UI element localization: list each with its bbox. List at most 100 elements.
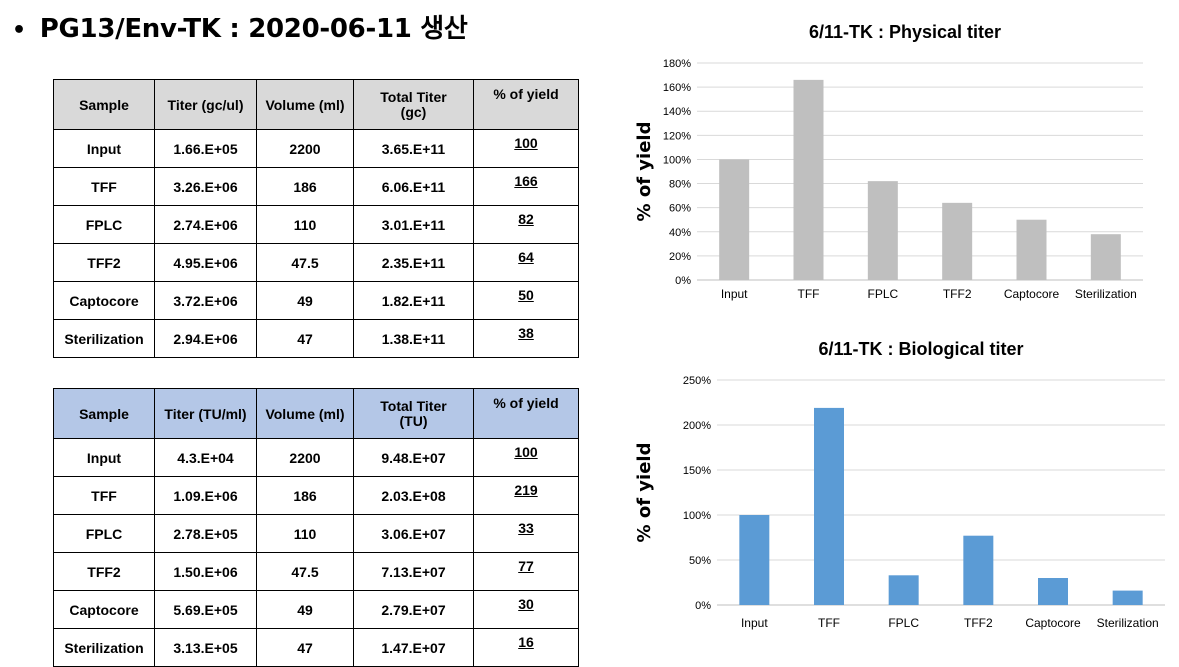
- bar: [719, 159, 750, 280]
- header-total-titer-unit: (gc): [400, 103, 427, 120]
- biological-table-body: Input 4.3.E+04 2200 9.48.E+07 100 TFF 1.09.E+0…: [53, 438, 579, 667]
- x-tick-label: FPLC: [867, 287, 898, 301]
- cell-total-titer: 7.13.E+07: [353, 552, 474, 591]
- y-tick-label: 100%: [663, 154, 691, 166]
- y-tick-label: 80%: [669, 179, 691, 191]
- cell-titer: 2.78.E+05: [154, 514, 257, 553]
- table-row: TFF2 1.50.E+06 47.5 7.13.E+07 77: [53, 552, 579, 591]
- table-row: Captocore 5.69.E+05 49 2.79.E+07 30: [53, 590, 579, 629]
- table-row: Captocore 3.72.E+06 49 1.82.E+11 50: [53, 281, 579, 320]
- cell-titer: 4.3.E+04: [154, 438, 257, 477]
- y-tick-label: 20%: [669, 251, 691, 263]
- cell-total-titer: 2.79.E+07: [353, 590, 474, 629]
- bar: [814, 407, 844, 605]
- header-total-titer-line1: Total Titer: [380, 88, 447, 105]
- yield-value: 50: [518, 286, 534, 303]
- cell-total-titer: 9.48.E+07: [353, 438, 474, 477]
- yield-value: 16: [518, 633, 534, 650]
- y-tick-label: 180%: [663, 58, 691, 70]
- cell-volume: 110: [256, 514, 354, 553]
- cell-volume: 110: [256, 205, 354, 244]
- chart-title: 6/11-TK : Physical titer: [809, 22, 1001, 42]
- yield-value: 219: [514, 481, 538, 498]
- y-tick-label: 0%: [675, 275, 691, 287]
- cell-yield: 77: [473, 552, 579, 591]
- bar: [1038, 578, 1068, 605]
- physical-titer-table: Sample Titer (gc/ul) Volume (ml) Total T…: [53, 79, 579, 358]
- yield-value: 100: [514, 443, 538, 460]
- physical-table-body: Input 1.66.E+05 2200 3.65.E+11 100 TFF 3.26.E+…: [53, 129, 579, 358]
- cell-volume: 47: [256, 628, 354, 667]
- cell-volume: 49: [256, 590, 354, 629]
- bar: [867, 181, 898, 280]
- cell-titer: 2.74.E+06: [154, 205, 257, 244]
- slide-title: PG13/Env-TK : 2020-06-11 생산: [39, 14, 468, 44]
- header-sample: Sample: [53, 79, 155, 130]
- cell-volume: 186: [256, 476, 354, 515]
- cell-titer: 2.94.E+06: [154, 319, 257, 358]
- cell-sample: TFF2: [53, 552, 155, 591]
- cell-yield: 100: [473, 438, 579, 477]
- table-row: FPLC 2.78.E+05 110 3.06.E+07 33: [53, 514, 579, 553]
- cell-total-titer: 2.03.E+08: [353, 476, 474, 515]
- yield-value: 64: [518, 248, 534, 265]
- x-tick-label: Captocore: [1025, 616, 1081, 630]
- chart-title: 6/11-TK : Biological titer: [818, 339, 1023, 359]
- bar: [1090, 234, 1121, 280]
- header-titer: Titer (TU/ml): [154, 388, 257, 439]
- cell-sample: Captocore: [53, 590, 155, 629]
- x-tick-label: Captocore: [1004, 287, 1060, 301]
- cell-titer: 1.66.E+05: [154, 129, 257, 168]
- biological-titer-table: Sample Titer (TU/ml) Volume (ml) Total T…: [53, 388, 579, 667]
- cell-titer: 3.26.E+06: [154, 167, 257, 206]
- cell-titer: 3.13.E+05: [154, 628, 257, 667]
- x-tick-label: Sterilization: [1075, 287, 1137, 301]
- y-tick-label: 120%: [663, 130, 691, 142]
- yield-value: 100: [514, 134, 538, 151]
- yield-value: 38: [518, 324, 534, 341]
- cell-sample: TFF: [53, 476, 155, 515]
- yield-value: 33: [518, 519, 534, 536]
- cell-titer: 3.72.E+06: [154, 281, 257, 320]
- x-tick-label: TFF2: [943, 287, 972, 301]
- table-header-row: Sample Titer (gc/ul) Volume (ml) Total T…: [53, 79, 579, 130]
- cell-yield: 30: [473, 590, 579, 629]
- cell-titer: 1.09.E+06: [154, 476, 257, 515]
- x-tick-label: TFF2: [964, 616, 993, 630]
- header-total-titer: Total Titer (TU): [353, 388, 474, 439]
- bar: [942, 202, 973, 280]
- cell-sample: Input: [53, 438, 155, 477]
- cell-total-titer: 6.06.E+11: [353, 167, 474, 206]
- bar: [963, 535, 994, 605]
- cell-volume: 47: [256, 319, 354, 358]
- yield-value: 30: [518, 595, 534, 612]
- header-titer: Titer (gc/ul): [154, 79, 257, 130]
- cell-yield: 64: [473, 243, 579, 282]
- x-tick-label: FPLC: [888, 616, 919, 630]
- cell-titer: 1.50.E+06: [154, 552, 257, 591]
- cell-volume: 49: [256, 281, 354, 320]
- cell-volume: 2200: [256, 129, 354, 168]
- cell-total-titer: 2.35.E+11: [353, 243, 474, 282]
- table-row: TFF 1.09.E+06 186 2.03.E+08 219: [53, 476, 579, 515]
- y-tick-label: 60%: [669, 203, 691, 215]
- table-row: TFF 3.26.E+06 186 6.06.E+11 166: [53, 167, 579, 206]
- cell-sample: TFF2: [53, 243, 155, 282]
- header-sample: Sample: [53, 388, 155, 439]
- cell-yield: 100: [473, 129, 579, 168]
- cell-sample: Sterilization: [53, 628, 155, 667]
- yield-value: 77: [518, 557, 534, 574]
- cell-total-titer: 3.65.E+11: [353, 129, 474, 168]
- bar: [1112, 590, 1143, 605]
- y-tick-label: 40%: [669, 227, 691, 239]
- cell-yield: 16: [473, 628, 579, 667]
- x-tick-label: Input: [721, 287, 748, 301]
- cell-volume: 47.5: [256, 552, 354, 591]
- table-row: Input 1.66.E+05 2200 3.65.E+11 100: [53, 129, 579, 168]
- slide-title-row: • PG13/Env-TK : 2020-06-11 생산: [12, 8, 468, 45]
- header-volume: Volume (ml): [256, 388, 354, 439]
- header-yield: % of yield: [473, 79, 579, 130]
- header-total-titer: Total Titer (gc): [353, 79, 474, 130]
- bar: [888, 575, 919, 605]
- cell-total-titer: 1.82.E+11: [353, 281, 474, 320]
